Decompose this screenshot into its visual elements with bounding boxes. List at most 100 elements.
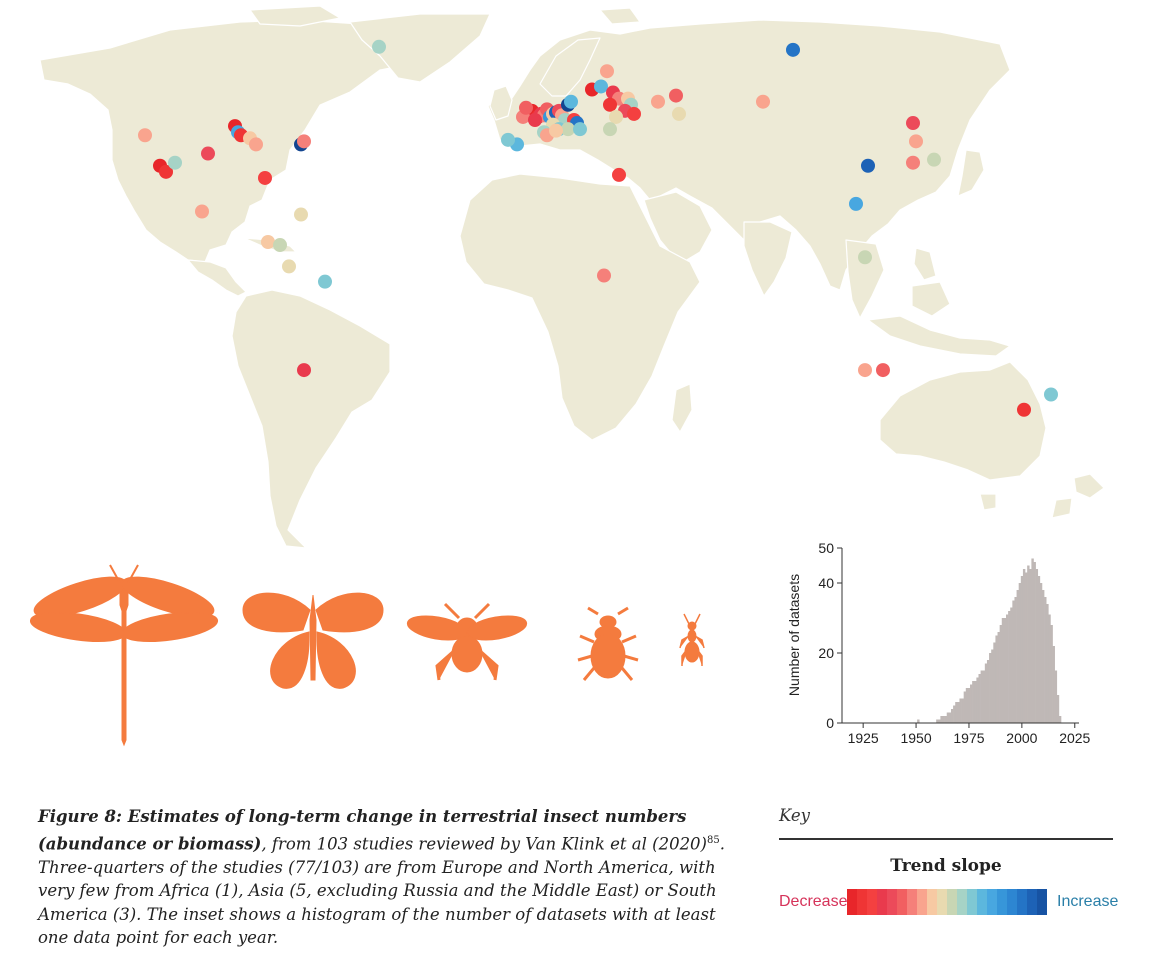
histogram-bar (1005, 614, 1009, 723)
study-site-point (909, 134, 923, 149)
study-site-point (297, 134, 311, 149)
uk-land (489, 85, 513, 121)
histogram-bar (986, 660, 990, 723)
study-site-point (201, 146, 215, 161)
ant-silhouette (679, 613, 705, 666)
study-site-point (906, 116, 920, 131)
histogram-bar (1044, 597, 1047, 723)
study-site-point (672, 106, 686, 121)
scale-swatch (947, 889, 957, 915)
study-site-point (1017, 402, 1031, 417)
study-site-point (549, 123, 563, 138)
study-site-point (861, 158, 875, 173)
study-site-point (927, 152, 941, 167)
indonesia-land (867, 315, 1011, 357)
scale-swatch (887, 889, 897, 915)
study-site-point (906, 155, 920, 170)
study-site-point (603, 97, 617, 112)
histogram-bar (1039, 583, 1043, 723)
study-site-point (669, 88, 683, 103)
insect-silhouettes (30, 564, 705, 747)
histogram-x-tick-label: 1950 (900, 730, 931, 746)
histogram-axes: 0 20 40 50 1925 1950 1975 2000 2025 Number of dat… (786, 540, 1091, 746)
africa-land (459, 173, 701, 441)
histogram-bar (972, 681, 975, 723)
tasmania-land (979, 493, 997, 511)
scale-swatch (957, 889, 967, 915)
study-site-point (573, 122, 587, 137)
study-site-point (849, 196, 863, 211)
world-map (39, 5, 1105, 549)
histogram-bar (1008, 611, 1011, 723)
south-america-land (231, 289, 391, 549)
scale-swatch (997, 889, 1007, 915)
madagascar-land (671, 383, 693, 433)
scale-swatch (977, 889, 987, 915)
scale-swatch (897, 889, 907, 915)
histogram-bar (995, 635, 998, 723)
scale-swatch (847, 889, 857, 915)
scale-swatch (1037, 889, 1047, 915)
histogram-y-axis-label: Number of datasets (786, 574, 802, 696)
bee-silhouette (406, 602, 528, 681)
histogram-x-tick-label: 1925 (848, 730, 879, 746)
histogram-bar (1020, 576, 1024, 723)
histogram-bars (917, 558, 1062, 723)
study-site-point (876, 363, 890, 378)
histogram-bar (993, 642, 996, 723)
caption-bold-title: Figure 8: Estimates of long-term change … (38, 807, 687, 853)
histogram-y-tick-label: 20 (818, 645, 834, 661)
study-site-point (858, 250, 872, 265)
scale-swatch (907, 889, 917, 915)
histogram-bar (1056, 695, 1060, 723)
histogram-bar (1048, 614, 1051, 723)
study-site-point (261, 235, 275, 249)
caption-reference: 85 (707, 834, 720, 846)
study-site-point (249, 137, 263, 152)
study-site-point (282, 259, 296, 274)
histogram-bar (976, 677, 979, 723)
greenland-land (349, 13, 491, 83)
study-site-point (501, 132, 515, 147)
scale-swatch (857, 889, 867, 915)
histogram-bar (1022, 569, 1026, 723)
key-title: Key (779, 806, 810, 825)
histogram-bar (944, 716, 948, 723)
eurasia-land (487, 19, 1011, 291)
study-site-point (600, 64, 614, 79)
study-site-point (519, 100, 533, 115)
histogram-bar (1003, 618, 1007, 723)
histogram-y-tick-label: 0 (826, 715, 834, 731)
india-land (743, 221, 793, 297)
study-site-point (756, 94, 770, 109)
land-masses (39, 5, 1105, 549)
histogram-bar (1050, 625, 1053, 723)
histogram-bar (1016, 590, 1019, 723)
scale-swatch (967, 889, 977, 915)
caption-text-a: , from 103 studies reviewed by Van Klink… (261, 834, 707, 853)
new-zealand-south-land (1051, 497, 1073, 519)
histogram-bar (940, 716, 943, 723)
histogram-bar (1058, 716, 1062, 723)
scale-swatch (937, 889, 947, 915)
study-site-point (528, 113, 542, 127)
histogram-bar (1014, 597, 1017, 723)
histogram-bar (982, 670, 986, 723)
study-site-points (138, 39, 1058, 417)
histogram-bar (1033, 562, 1036, 723)
study-site-point (594, 79, 608, 94)
study-site-point (294, 207, 308, 222)
histogram-bar (950, 709, 954, 723)
study-site-point (609, 109, 623, 124)
key-divider (779, 838, 1113, 840)
histogram-y-tick-label: 40 (818, 575, 834, 591)
australia-land (879, 361, 1047, 481)
central-america-land (187, 259, 247, 297)
dragonfly-silhouette (30, 564, 219, 747)
histogram-bar (1025, 572, 1028, 723)
key-decrease-label: Decrease (779, 893, 848, 910)
study-site-point (627, 106, 641, 121)
histogram-bar (957, 702, 960, 723)
histogram-bar (1027, 565, 1030, 723)
histogram-bar (1031, 558, 1034, 723)
